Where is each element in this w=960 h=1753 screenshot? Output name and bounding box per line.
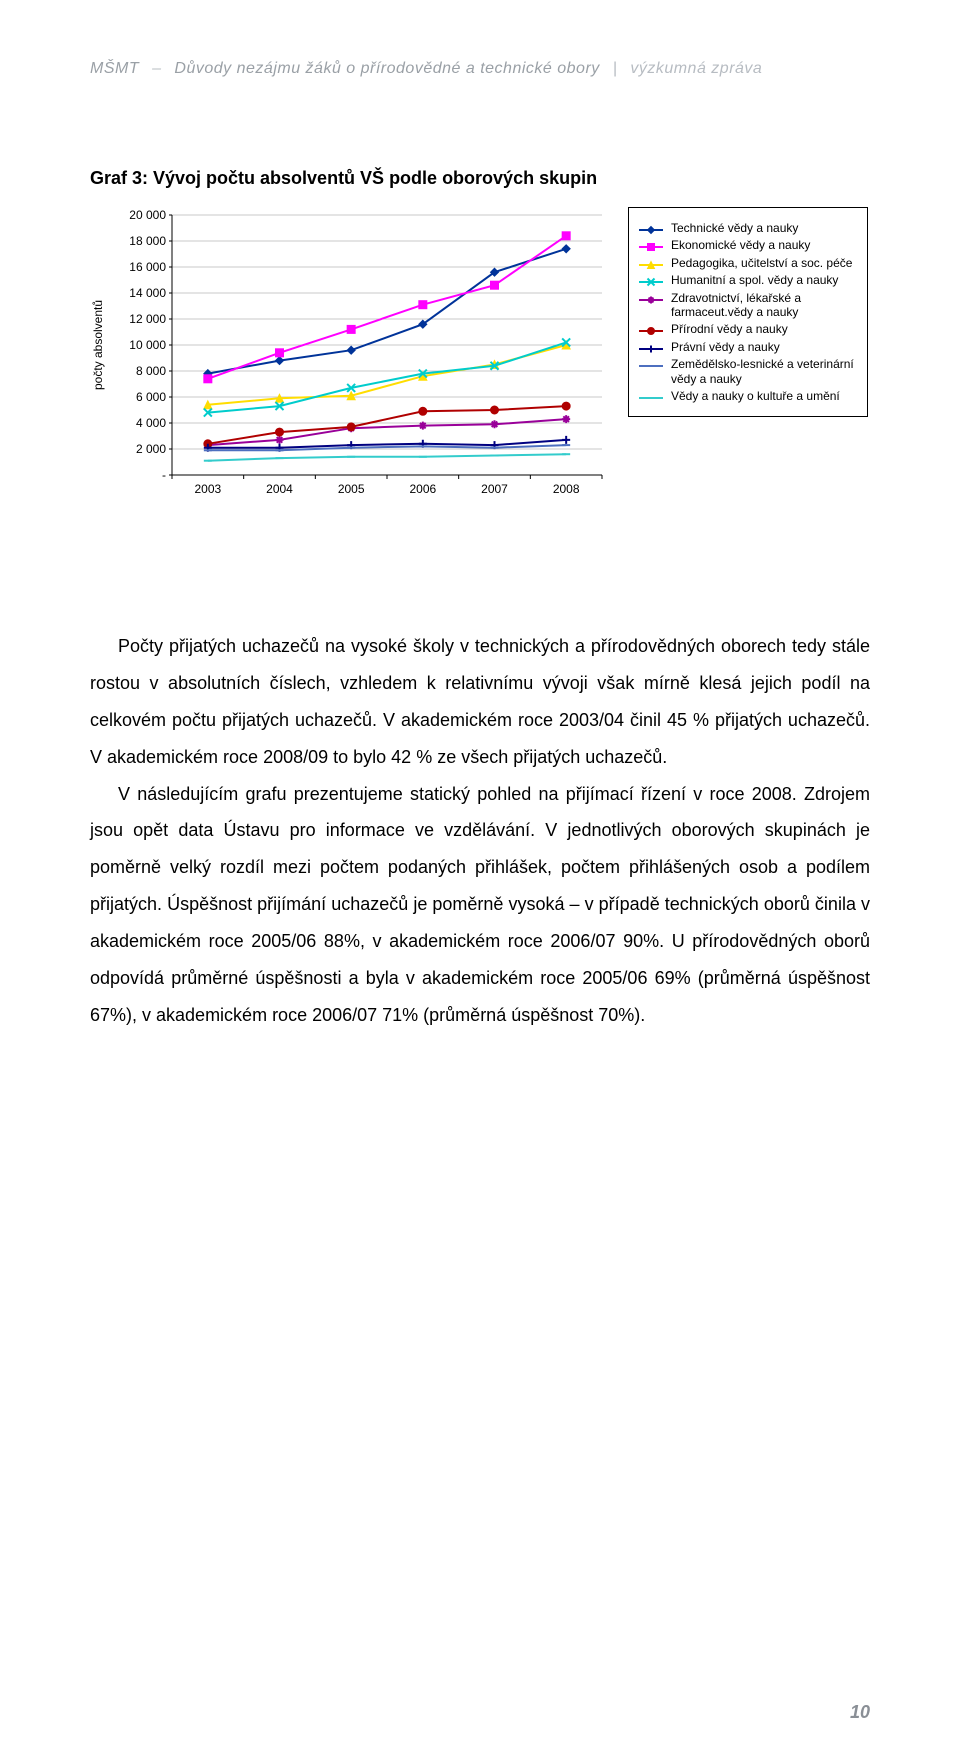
legend-label: Humanitní a spol. vědy a nauky: [671, 273, 857, 287]
legend-item: Vědy a nauky o kultuře a umění: [639, 389, 857, 403]
legend-item: Přírodní vědy a nauky: [639, 322, 857, 336]
legend-label: Ekonomické vědy a nauky: [671, 238, 857, 252]
legend-label: Právní vědy a nauky: [671, 340, 857, 354]
legend-label: Pedagogika, učitelství a soc. péče: [671, 256, 857, 270]
svg-text:8 000: 8 000: [136, 364, 166, 378]
chart-legend: Technické vědy a nauky Ekonomické vědy a …: [628, 207, 868, 417]
paragraph-2: V následujícím grafu prezentujeme static…: [90, 776, 870, 1034]
legend-item: Technické vědy a nauky: [639, 221, 857, 235]
chart-plot: - 2 000 4 000 6 000 8 000 10 000 12 000 14 000 1…: [90, 207, 614, 508]
legend-swatch: [639, 259, 663, 269]
chart-container: - 2 000 4 000 6 000 8 000 10 000 12 000 14 000 1…: [90, 207, 870, 508]
header-sep-2: |: [613, 60, 618, 77]
svg-text:2004: 2004: [266, 482, 293, 496]
svg-text:2005: 2005: [338, 482, 365, 496]
legend-swatch: [639, 294, 663, 304]
legend-swatch: [639, 392, 663, 402]
svg-text:14 000: 14 000: [129, 286, 166, 300]
legend-label: Technické vědy a nauky: [671, 221, 857, 235]
legend-item: Ekonomické vědy a nauky: [639, 238, 857, 252]
svg-text:12 000: 12 000: [129, 312, 166, 326]
chart-title: Graf 3: Vývoj počtu absolventů VŠ podle …: [90, 168, 870, 189]
header-org: MŠMT: [90, 60, 139, 77]
legend-item: Zdravotnictví, lékařské a farmaceut.vědy…: [639, 291, 857, 320]
legend-swatch: [639, 224, 663, 234]
legend-swatch: [639, 325, 663, 335]
svg-text:počty absolventů: počty absolventů: [91, 300, 105, 390]
svg-text:2006: 2006: [409, 482, 436, 496]
svg-text:4 000: 4 000: [136, 416, 166, 430]
svg-text:16 000: 16 000: [129, 260, 166, 274]
svg-text:2008: 2008: [553, 482, 580, 496]
legend-label: Vědy a nauky o kultuře a umění: [671, 389, 857, 403]
svg-text:2007: 2007: [481, 482, 508, 496]
page-header: MŠMT – Důvody nezájmu žáků o přírodovědn…: [90, 60, 870, 78]
legend-item: Právní vědy a nauky: [639, 340, 857, 354]
svg-text:2003: 2003: [194, 482, 221, 496]
legend-item: Humanitní a spol. vědy a nauky: [639, 273, 857, 287]
svg-text:-: -: [162, 468, 166, 482]
legend-label: Zemědělsko-lesnické a veterinární vědy a…: [671, 357, 857, 386]
page: MŠMT – Důvody nezájmu žáků o přírodovědn…: [0, 0, 960, 1753]
legend-label: Zdravotnictví, lékařské a farmaceut.vědy…: [671, 291, 857, 320]
chart-svg: - 2 000 4 000 6 000 8 000 10 000 12 000 14 000 1…: [90, 207, 614, 503]
paragraph-1: Počty přijatých uchazečů na vysoké školy…: [90, 628, 870, 776]
header-subtitle: výzkumná zpráva: [630, 60, 762, 77]
legend-item: Pedagogika, učitelství a soc. péče: [639, 256, 857, 270]
svg-text:10 000: 10 000: [129, 338, 166, 352]
svg-text:2 000: 2 000: [136, 442, 166, 456]
header-sep-1: –: [152, 60, 161, 77]
svg-text:6 000: 6 000: [136, 390, 166, 404]
legend-swatch: [639, 276, 663, 286]
legend-swatch: [639, 343, 663, 353]
legend-swatch: [639, 241, 663, 251]
legend-item: Zemědělsko-lesnické a veterinární vědy a…: [639, 357, 857, 386]
legend-label: Přírodní vědy a nauky: [671, 322, 857, 336]
body-text: Počty přijatých uchazečů na vysoké školy…: [90, 628, 870, 1034]
page-number: 10: [850, 1702, 870, 1723]
legend-swatch: [639, 360, 663, 370]
header-title: Důvody nezájmu žáků o přírodovědné a tec…: [174, 60, 599, 77]
svg-text:18 000: 18 000: [129, 234, 166, 248]
svg-text:20 000: 20 000: [129, 208, 166, 222]
